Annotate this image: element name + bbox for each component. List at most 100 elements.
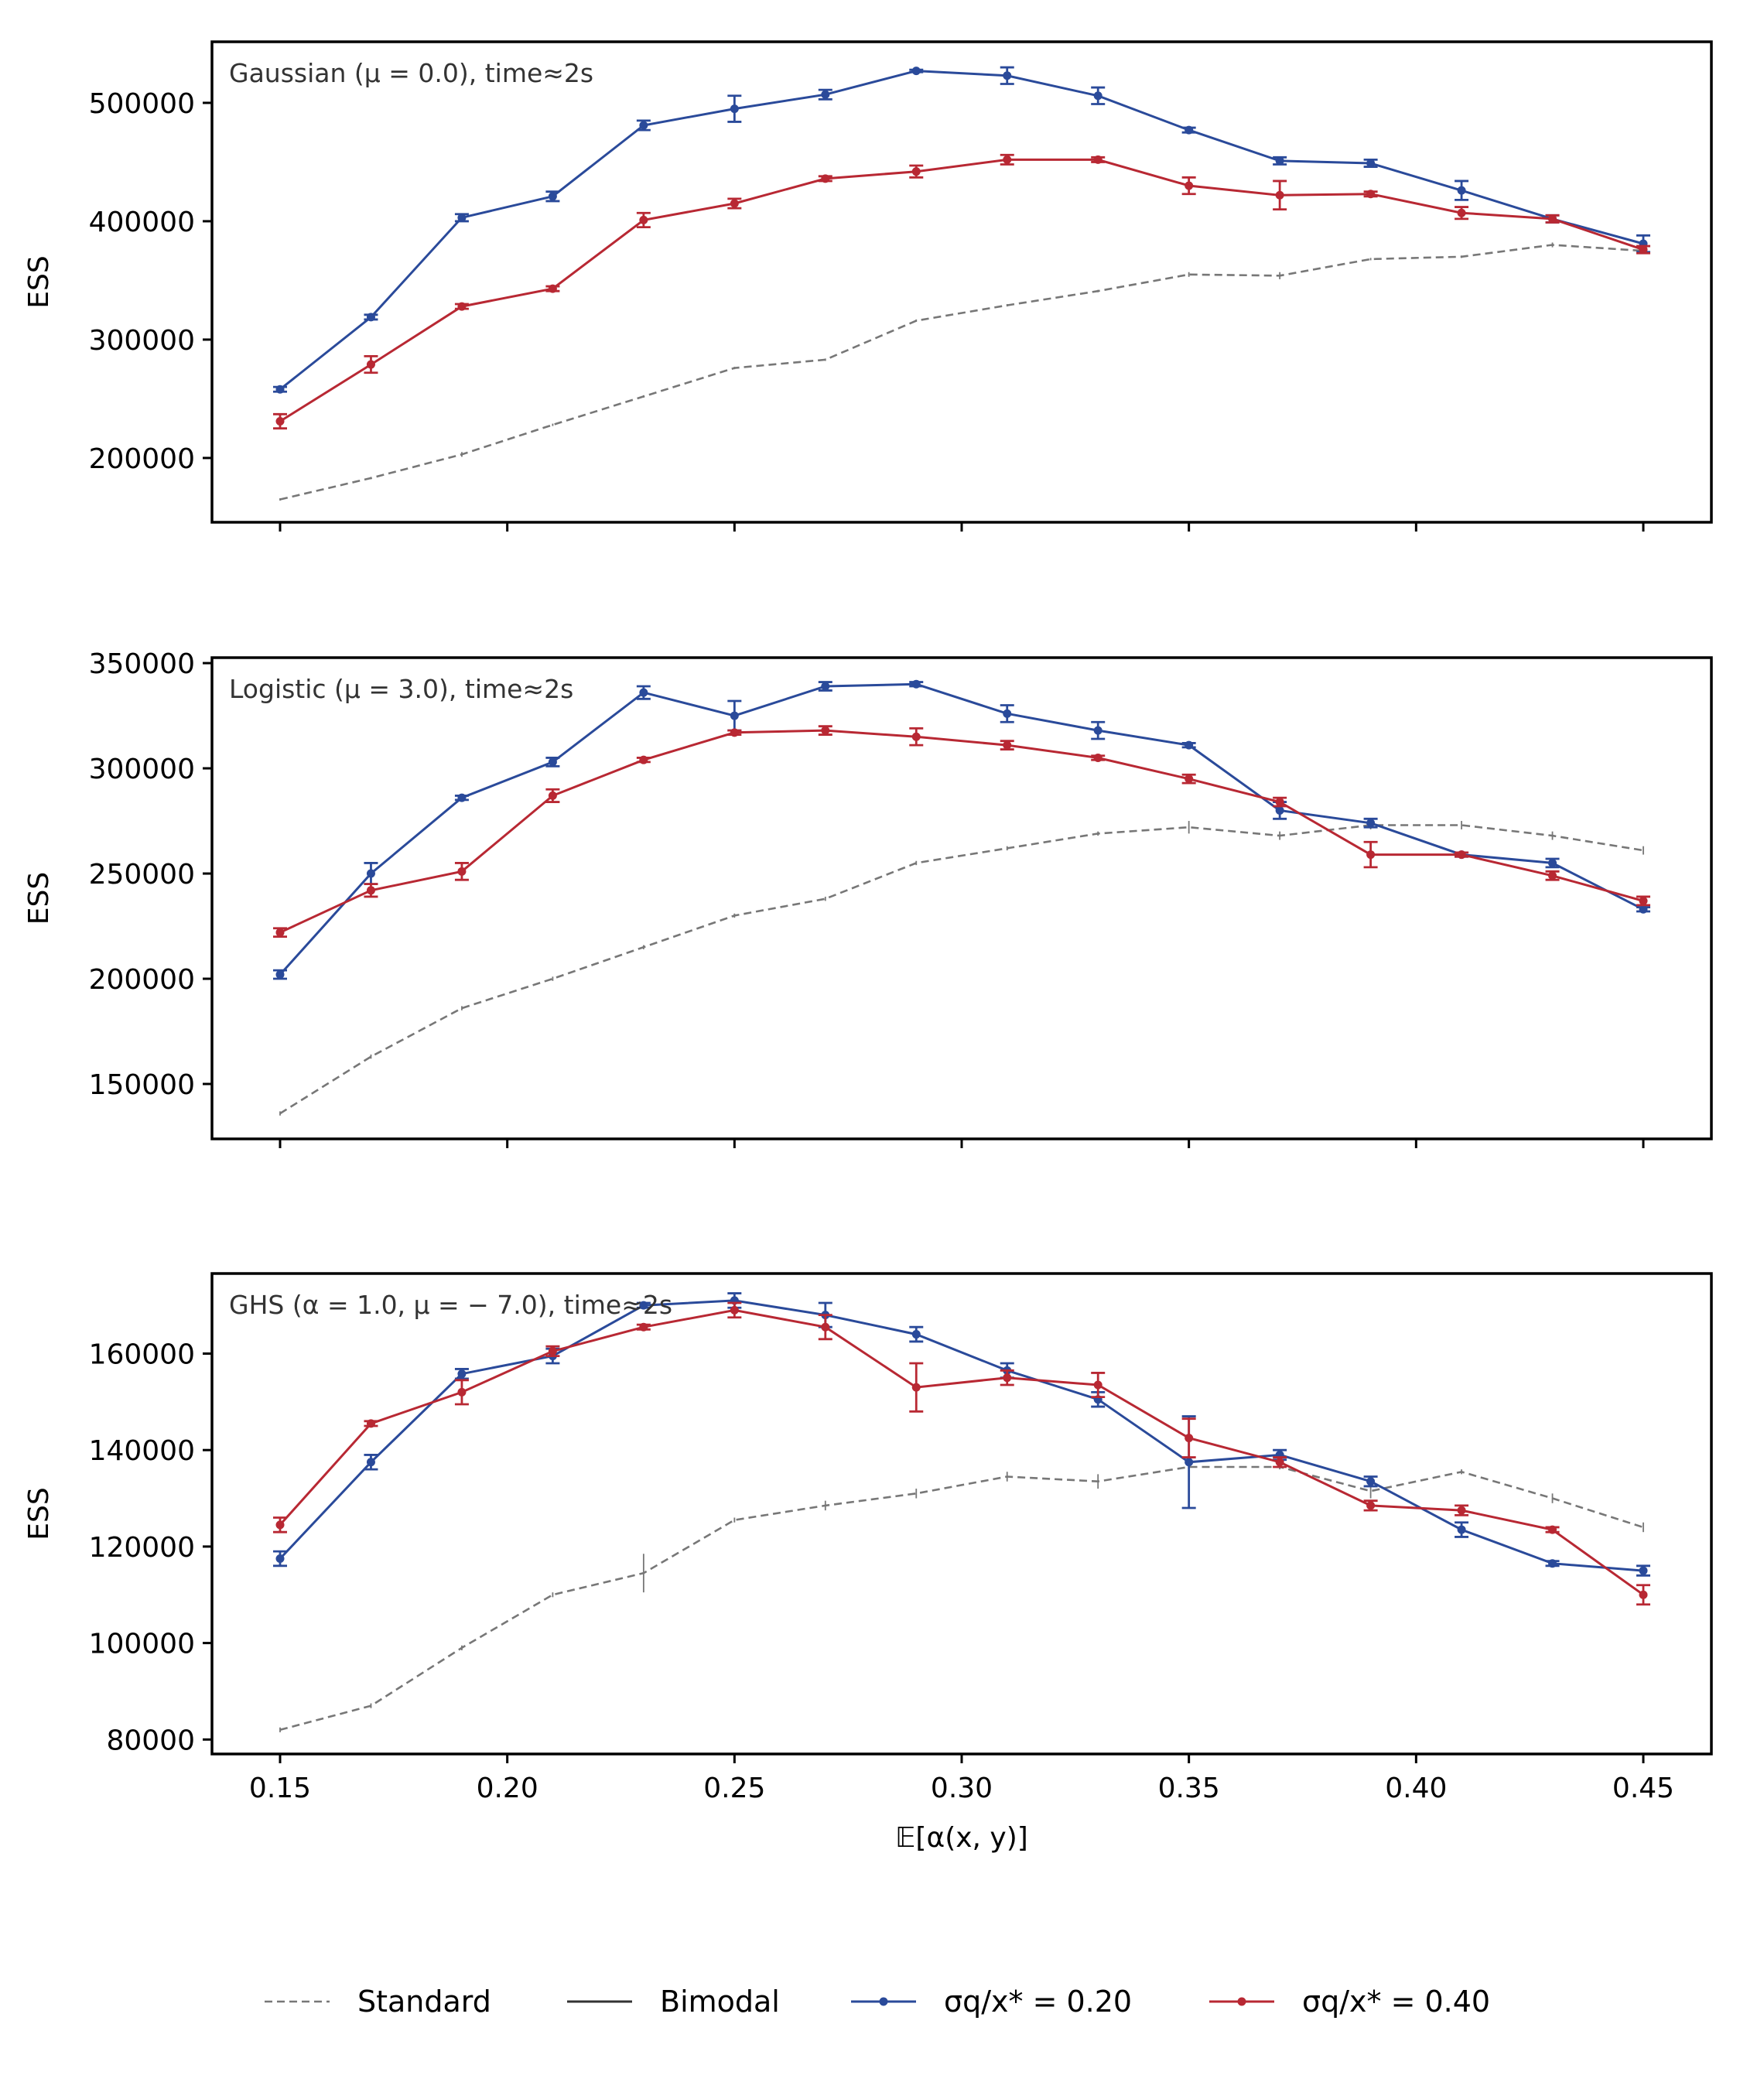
series-line (279, 1465, 1644, 1732)
data-point (1275, 156, 1284, 166)
data-point (1366, 850, 1376, 860)
legend-item: Bimodal (567, 1985, 780, 2019)
data-point (1003, 740, 1012, 750)
data-point (366, 1419, 375, 1428)
data-point (548, 757, 557, 767)
y-tick-label: 300000 (89, 325, 195, 357)
data-point (911, 67, 921, 76)
data-point (1275, 1458, 1284, 1467)
data-point (1366, 1501, 1376, 1510)
data-point (639, 121, 648, 130)
series-line (279, 70, 1644, 391)
data-point (457, 867, 467, 876)
series-sigma-0-40 (273, 1301, 1650, 1606)
x-tick-label: 0.40 (1385, 1773, 1447, 1804)
data-point (366, 313, 375, 322)
data-point (1185, 740, 1194, 750)
data-point (911, 167, 921, 176)
y-tick-label: 100000 (89, 1629, 195, 1660)
data-point (911, 1383, 921, 1392)
legend: Standard Bimodal σq/x* = 0.20 σq/x* = 0.40 (265, 1985, 1490, 2019)
data-point (1457, 186, 1466, 195)
y-tick-label: 400000 (89, 207, 195, 238)
data-point (821, 174, 830, 183)
data-point (821, 90, 830, 99)
series-line (279, 682, 1644, 976)
data-point (1639, 1566, 1648, 1575)
data-point (911, 1330, 921, 1339)
y-tick-label: 150000 (89, 1069, 195, 1101)
data-point (1366, 819, 1376, 828)
y-axis-label: ESS (23, 1487, 55, 1540)
data-point (1185, 1458, 1194, 1467)
data-point (1003, 1373, 1012, 1383)
data-point (1457, 208, 1466, 217)
data-point (911, 732, 921, 741)
data-point (821, 682, 830, 691)
panel-middle: 150000 200000 250000 300000 350000 ESS Logisti… (23, 648, 1713, 1148)
data-point (1003, 71, 1012, 80)
legend-label: σq/x* = 0.40 (1302, 1985, 1490, 2019)
legend-marker (1237, 1997, 1246, 2006)
data-point (730, 711, 739, 720)
series-line (279, 1308, 1644, 1596)
data-point (366, 869, 375, 878)
data-point (548, 791, 557, 800)
legend-item: σq/x* = 0.40 (1209, 1985, 1490, 2019)
data-point (1093, 155, 1102, 164)
data-point (548, 284, 557, 293)
data-point (1639, 245, 1648, 255)
data-point (821, 1322, 830, 1332)
x-axis-label: 𝔼[α(x, y)] (895, 1822, 1028, 1854)
plot-area (273, 1292, 1650, 1732)
data-point (275, 416, 285, 426)
series-line (279, 158, 1644, 422)
data-point (1457, 850, 1466, 860)
data-point (457, 1369, 467, 1379)
data-point (457, 1387, 467, 1397)
y-axis-label: ESS (23, 255, 55, 308)
data-point (639, 688, 648, 697)
data-point (1003, 155, 1012, 164)
series-line (279, 1299, 1644, 1572)
data-point (1548, 214, 1557, 224)
series-line (279, 244, 1644, 501)
data-point (275, 928, 285, 937)
data-point (1185, 1434, 1194, 1443)
data-point (1003, 709, 1012, 718)
legend-marker (879, 1997, 888, 2006)
panel-annotation: GHS (α = 1.0, μ = − 7.0), time≈2s (229, 1290, 672, 1320)
data-point (1639, 904, 1648, 914)
data-point (730, 1305, 739, 1315)
series-line (279, 824, 1644, 1115)
series-standard (279, 821, 1644, 1116)
data-point (1275, 805, 1284, 815)
data-point (730, 199, 739, 208)
data-point (639, 215, 648, 224)
legend-label: σq/x* = 0.20 (944, 1985, 1132, 2019)
y-tick-label: 350000 (89, 648, 195, 680)
data-point (275, 970, 285, 980)
legend-label: Standard (357, 1985, 491, 2019)
data-point (366, 360, 375, 369)
data-point (911, 679, 921, 689)
data-point (821, 726, 830, 735)
y-tick-label: 200000 (89, 964, 195, 996)
series-standard (279, 242, 1644, 501)
data-point (1093, 753, 1102, 762)
data-point (1093, 1380, 1102, 1390)
data-point (457, 302, 467, 311)
data-point (548, 1346, 557, 1356)
panel-top: 200000 300000 400000 500000 ESS Gaussian (μ =… (23, 40, 1713, 532)
data-point (1185, 125, 1194, 135)
series-line (279, 729, 1644, 934)
y-tick-label: 300000 (89, 754, 195, 785)
x-tick-label: 0.20 (477, 1773, 538, 1804)
data-point (1548, 1559, 1557, 1568)
data-point (1093, 726, 1102, 735)
data-point (639, 1322, 648, 1332)
data-point (1275, 798, 1284, 807)
data-point (366, 886, 375, 895)
x-tick-label: 0.25 (703, 1773, 765, 1804)
